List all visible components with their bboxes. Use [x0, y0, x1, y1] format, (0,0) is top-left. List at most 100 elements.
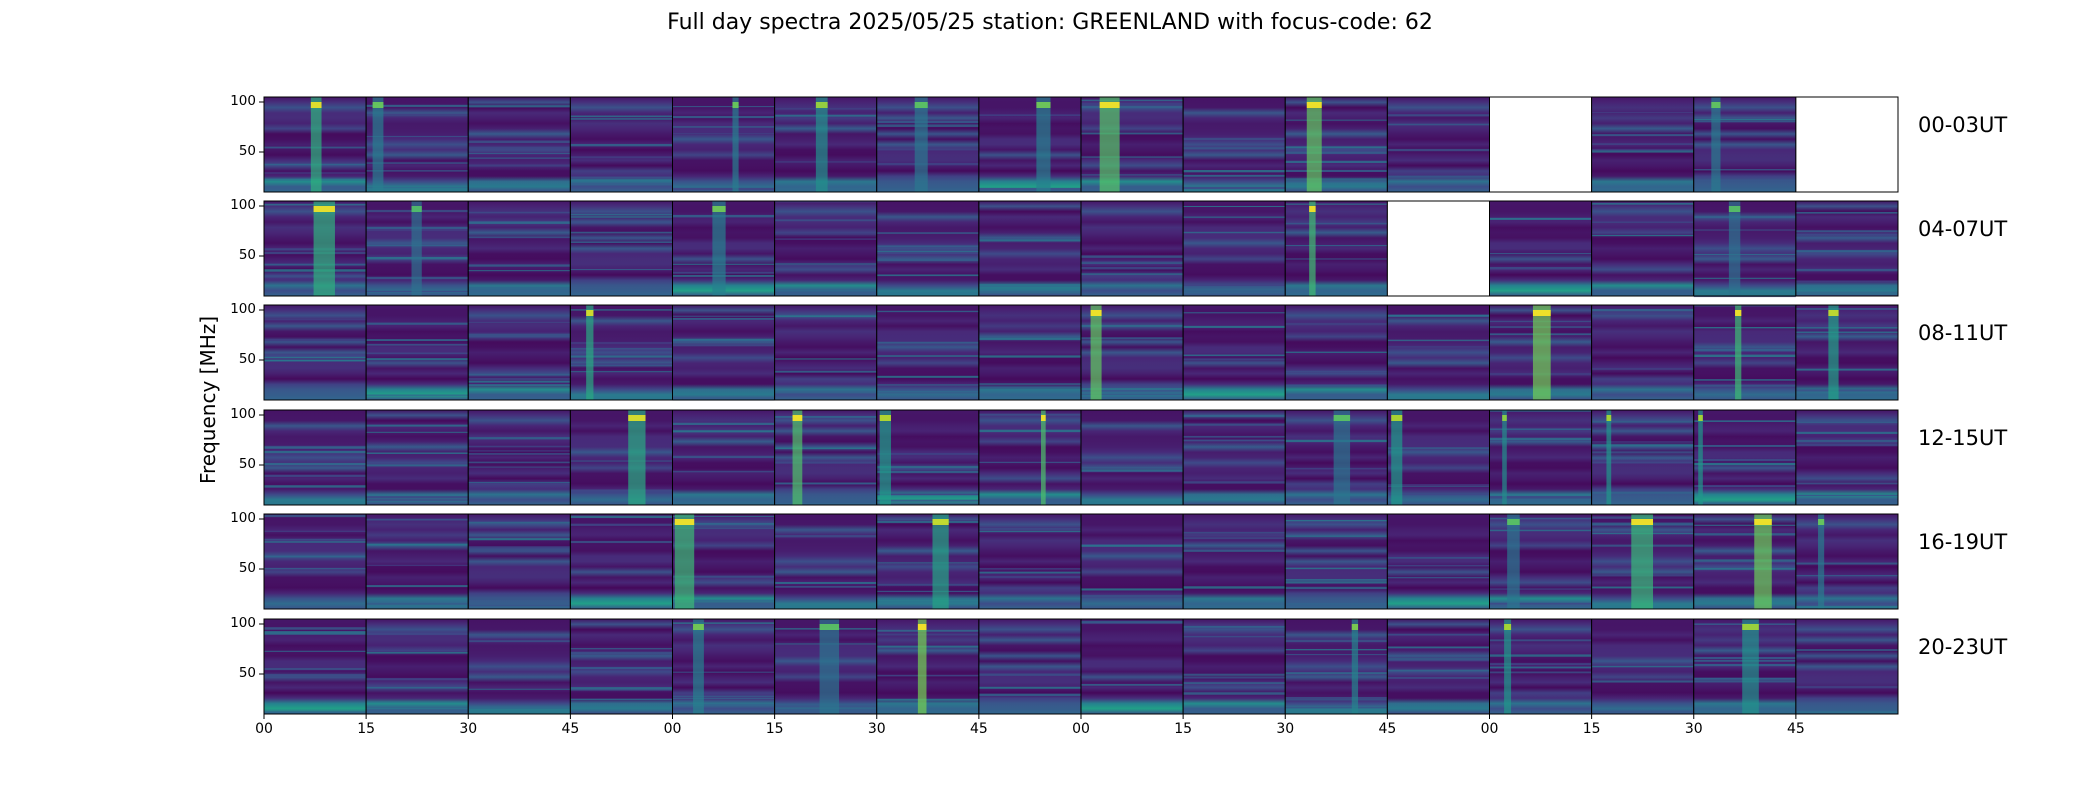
rfi-line — [1795, 308, 1898, 310]
spectrum-panel — [774, 200, 878, 297]
spectrum-panel — [1591, 409, 1695, 506]
rfi-line — [570, 176, 673, 179]
rfi-line — [1489, 663, 1592, 665]
rfi-line — [570, 143, 673, 147]
rfi-line — [468, 378, 571, 381]
spectrum-panel — [1080, 304, 1184, 401]
rfi-line — [1387, 114, 1490, 117]
rfi-line — [366, 499, 469, 501]
rfi-line — [366, 707, 469, 710]
rfi-line — [366, 162, 469, 164]
rfi-line — [1591, 150, 1694, 153]
rfi-line — [1081, 620, 1184, 623]
rfi-line — [1591, 143, 1694, 145]
rfi-line — [468, 140, 571, 144]
rfi-line — [570, 688, 673, 691]
rfi-line — [468, 450, 571, 452]
rfi-line — [1489, 410, 1592, 412]
rfi-line — [978, 568, 1081, 570]
spectrum-panel — [365, 304, 469, 401]
y-tick-label: 50 — [238, 560, 256, 576]
rfi-line — [1387, 565, 1490, 567]
burst-peak — [815, 102, 828, 108]
rfi-line — [774, 585, 877, 588]
spectrum-background — [570, 410, 673, 505]
spectrum-background — [672, 97, 775, 192]
rfi-line — [1795, 389, 1898, 392]
rfi-line — [1795, 268, 1898, 272]
rfi-line — [672, 422, 775, 426]
rfi-line — [672, 703, 775, 707]
spectrum-background — [672, 305, 775, 400]
spectrum-panel — [1489, 304, 1593, 401]
rfi-line — [876, 599, 979, 602]
rfi-line — [774, 461, 877, 464]
rfi-line — [1387, 484, 1490, 486]
rfi-line — [1489, 639, 1592, 642]
rfi-line — [468, 221, 571, 224]
rfi-line — [468, 157, 571, 159]
rfi-line — [1183, 205, 1286, 208]
burst-peak — [1828, 310, 1839, 316]
rfi-line — [570, 515, 673, 519]
rfi-line — [264, 338, 367, 341]
spectrum-background — [468, 514, 571, 609]
spectrum-panel — [1591, 304, 1695, 401]
spectrum-panel — [1386, 409, 1490, 506]
rfi-line — [1795, 711, 1898, 713]
rfi-line — [1081, 325, 1184, 327]
burst-peak — [1502, 415, 1507, 421]
rfi-line — [1693, 354, 1796, 358]
rfi-line — [978, 461, 1081, 464]
rfi-line — [264, 462, 367, 466]
rfi-line — [1591, 461, 1694, 464]
y-tick-label: 100 — [230, 615, 256, 631]
burst-peak — [1532, 310, 1551, 316]
burst-peak — [1504, 624, 1512, 630]
rfi-line — [366, 339, 469, 342]
spectrum-panel — [569, 304, 673, 401]
spectrum-panel — [1386, 96, 1490, 193]
y-tick-label: 50 — [238, 665, 256, 681]
spectrum-background — [1081, 619, 1184, 714]
rfi-line — [876, 466, 979, 469]
rfi-line — [1489, 529, 1592, 532]
spectrum-background — [570, 619, 673, 714]
rfi-line — [876, 499, 979, 502]
spectrum-panel — [569, 618, 673, 715]
row-20-23UT — [263, 618, 1899, 715]
rfi-line — [1489, 588, 1592, 590]
burst-band — [693, 619, 704, 714]
rfi-line — [570, 156, 673, 159]
spectrum-panel — [1182, 409, 1286, 506]
rfi-line — [672, 470, 775, 473]
rfi-line — [570, 540, 673, 544]
rfi-line — [366, 452, 469, 454]
rfi-line — [468, 384, 571, 386]
spectrum-panel — [1795, 200, 1899, 297]
rfi-line — [1285, 322, 1388, 326]
spectrum-panel — [1080, 409, 1184, 506]
rfi-line — [1693, 384, 1796, 387]
rfi-line — [876, 633, 979, 636]
burst-band — [917, 619, 927, 714]
rfi-line — [1489, 496, 1592, 499]
rfi-line — [1693, 168, 1796, 171]
rfi-line — [1591, 312, 1694, 316]
burst-peak — [628, 415, 646, 421]
rfi-line — [570, 309, 673, 311]
spectrum-panel — [672, 618, 776, 715]
rfi-line — [1591, 308, 1694, 312]
burst-band — [712, 201, 726, 296]
rfi-line — [1285, 648, 1388, 651]
rfi-line — [1387, 447, 1490, 449]
rfi-line — [672, 527, 775, 529]
rfi-line — [1285, 654, 1388, 656]
rfi-line — [1693, 533, 1796, 536]
rfi-line — [1285, 119, 1388, 121]
rfi-line — [978, 527, 1081, 531]
rfi-line — [876, 521, 979, 523]
rfi-line — [1693, 444, 1796, 447]
rfi-line — [876, 590, 979, 593]
panel-frame — [1795, 409, 1899, 506]
